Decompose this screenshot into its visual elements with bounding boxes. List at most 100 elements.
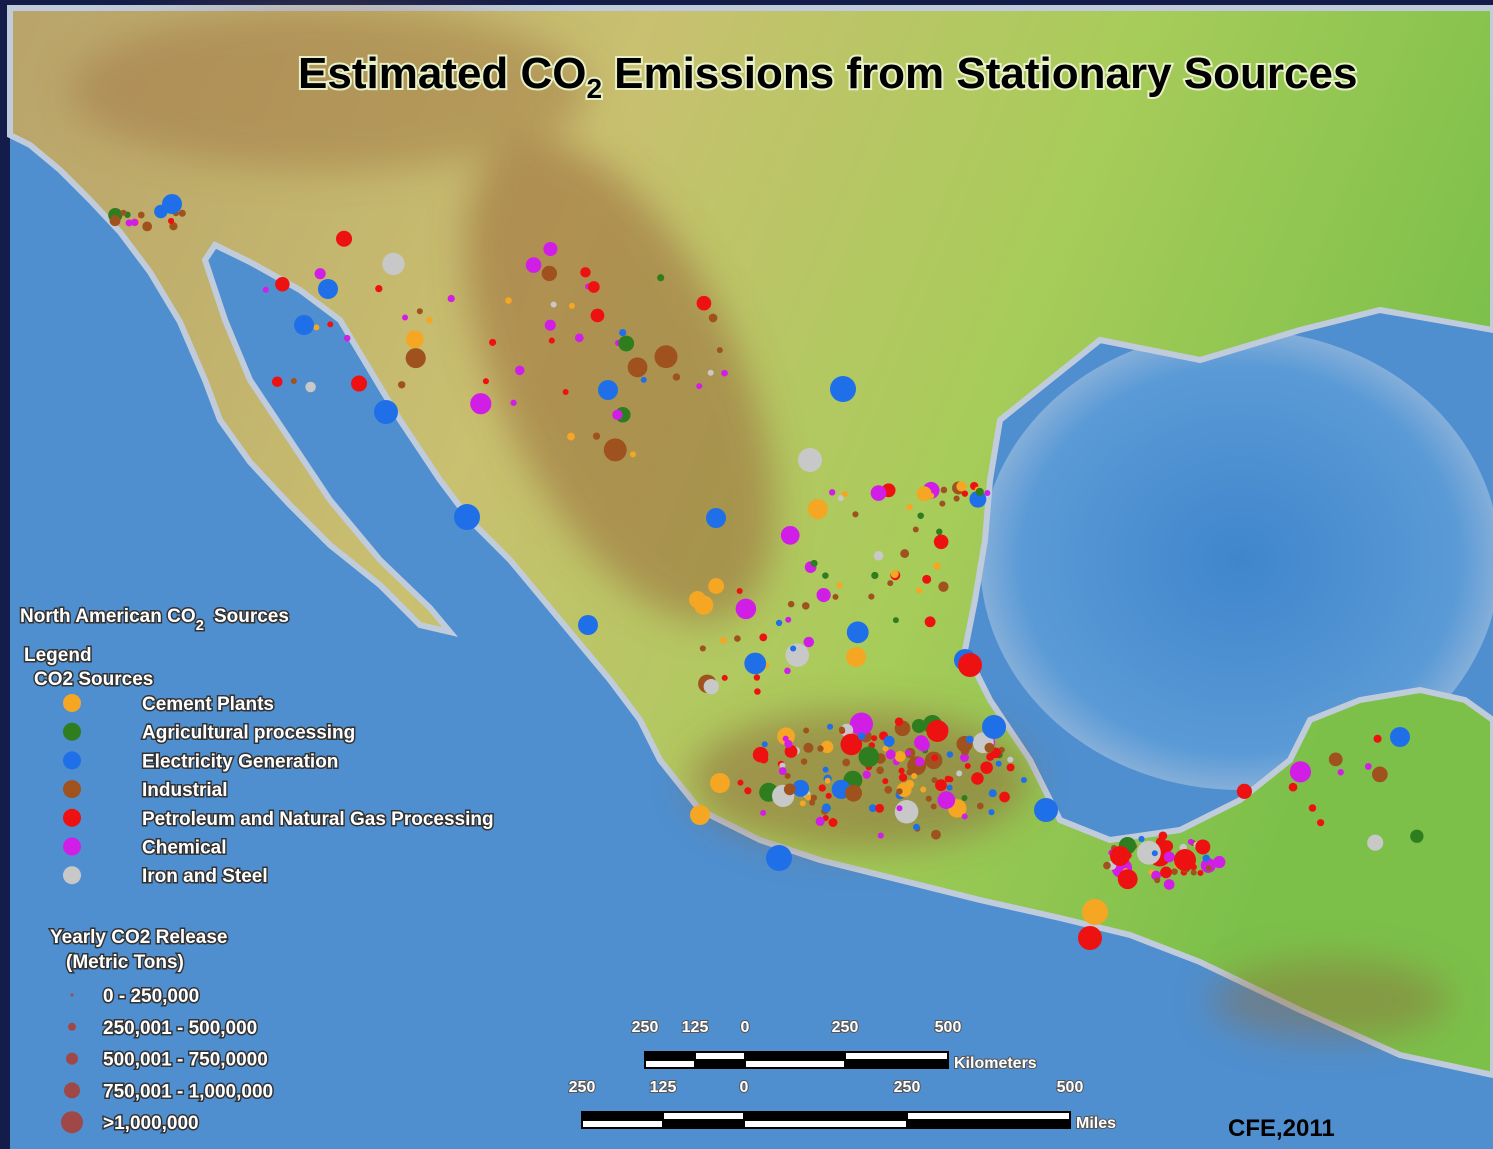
source-dot — [1021, 777, 1027, 783]
size-class: 0 - 250,000 — [103, 986, 199, 1007]
source-dot — [954, 496, 960, 502]
source-dot — [110, 215, 121, 226]
source-dot — [709, 314, 718, 323]
source-dot — [842, 759, 850, 767]
source-dot — [999, 792, 1010, 803]
source-dot — [829, 818, 838, 827]
scale-segment — [845, 1052, 948, 1060]
source-dot — [697, 296, 712, 311]
legend-entry: Agricultural processing — [142, 723, 355, 744]
source-dot — [542, 266, 557, 281]
scale-tick-label: 0 — [741, 1019, 750, 1036]
source-dot — [426, 317, 433, 324]
source-dot — [744, 787, 751, 794]
source-dot — [788, 601, 795, 608]
legend-entry: Chemical — [142, 838, 226, 859]
source-dot — [737, 588, 743, 594]
source-dot — [811, 560, 818, 567]
scale-segment — [744, 1112, 907, 1120]
source-dot — [784, 783, 796, 795]
source-dot — [790, 645, 796, 651]
size-class: >1,000,000 — [103, 1113, 199, 1134]
source-dot — [781, 526, 800, 545]
source-dot — [263, 287, 269, 293]
source-dot — [406, 348, 426, 368]
source-dot — [859, 747, 880, 768]
source-dot — [398, 381, 405, 388]
source-dot — [734, 635, 741, 642]
legend-heading-subscript: 2 — [196, 617, 204, 634]
source-dot — [897, 805, 903, 811]
source-dot — [563, 389, 569, 395]
source-dot — [162, 194, 182, 214]
source-dot — [1007, 763, 1015, 771]
source-dot — [962, 490, 968, 496]
scale-segment — [645, 1060, 695, 1068]
source-dot — [168, 218, 174, 224]
source-dot — [591, 309, 605, 323]
source-dot — [551, 301, 557, 307]
legend-swatch — [63, 723, 81, 741]
scale-segment — [845, 1060, 948, 1068]
source-dot — [291, 378, 297, 384]
scale-tick-label: 500 — [1057, 1079, 1084, 1096]
source-dot — [971, 772, 983, 784]
source-dot — [802, 602, 809, 609]
credit: CFE,2011 — [1228, 1115, 1335, 1142]
size-swatch — [71, 994, 74, 997]
source-dot — [694, 596, 713, 615]
source-dot — [575, 333, 584, 342]
source-dot — [760, 810, 766, 816]
source-dot — [1103, 862, 1111, 870]
legend-swatch — [63, 838, 81, 856]
source-dot — [721, 370, 728, 377]
source-dot — [786, 643, 810, 667]
scale-segment — [582, 1112, 663, 1120]
scale-segment — [745, 1052, 845, 1060]
source-dot — [896, 788, 902, 794]
source-dot — [895, 800, 919, 824]
legend-entry: Industrial — [142, 780, 228, 801]
source-dot — [833, 594, 839, 600]
size-class: 500,001 - 750,0000 — [103, 1050, 268, 1071]
title-text: Emissions from Stationary Sources — [614, 49, 1357, 98]
source-dot — [871, 572, 878, 579]
source-dot — [914, 735, 928, 749]
source-dot — [1290, 761, 1311, 782]
source-dot — [722, 675, 728, 681]
scale-segment — [695, 1052, 745, 1060]
title-text: Estimated CO — [298, 49, 587, 98]
legend-entry: Iron and Steel — [142, 866, 268, 887]
source-dot — [737, 780, 743, 786]
legend-entry: Electricity Generation — [142, 751, 338, 772]
source-dot — [578, 615, 598, 635]
source-dot — [980, 761, 993, 774]
source-dot — [935, 779, 947, 791]
map: Estimated CO 2 Emissions from Stationary S… — [0, 0, 1493, 1149]
source-dot — [138, 212, 145, 219]
source-dot — [454, 504, 480, 530]
size-class: 750,001 - 1,000,000 — [103, 1081, 273, 1102]
source-dot — [846, 647, 866, 667]
source-dot — [863, 770, 871, 778]
source-dot — [895, 717, 903, 725]
source-dot — [402, 314, 408, 320]
title: Estimated CO2Emissions from Stationary S… — [298, 49, 1357, 104]
source-dot — [982, 715, 1006, 739]
source-dot — [673, 373, 680, 380]
source-dot — [871, 485, 887, 501]
source-dot — [1152, 850, 1158, 856]
source-dot — [708, 578, 724, 594]
source-dot — [926, 720, 948, 742]
source-dot — [710, 773, 730, 793]
source-dot — [938, 582, 948, 592]
source-dot — [825, 778, 831, 784]
size-heading: (Metric Tons) — [66, 952, 184, 973]
source-dot — [630, 451, 636, 457]
source-dot — [1159, 831, 1168, 840]
source-dot — [886, 750, 896, 760]
source-dot — [526, 257, 542, 273]
source-dot — [690, 805, 710, 825]
source-dot — [966, 736, 974, 744]
source-dot — [916, 588, 922, 594]
